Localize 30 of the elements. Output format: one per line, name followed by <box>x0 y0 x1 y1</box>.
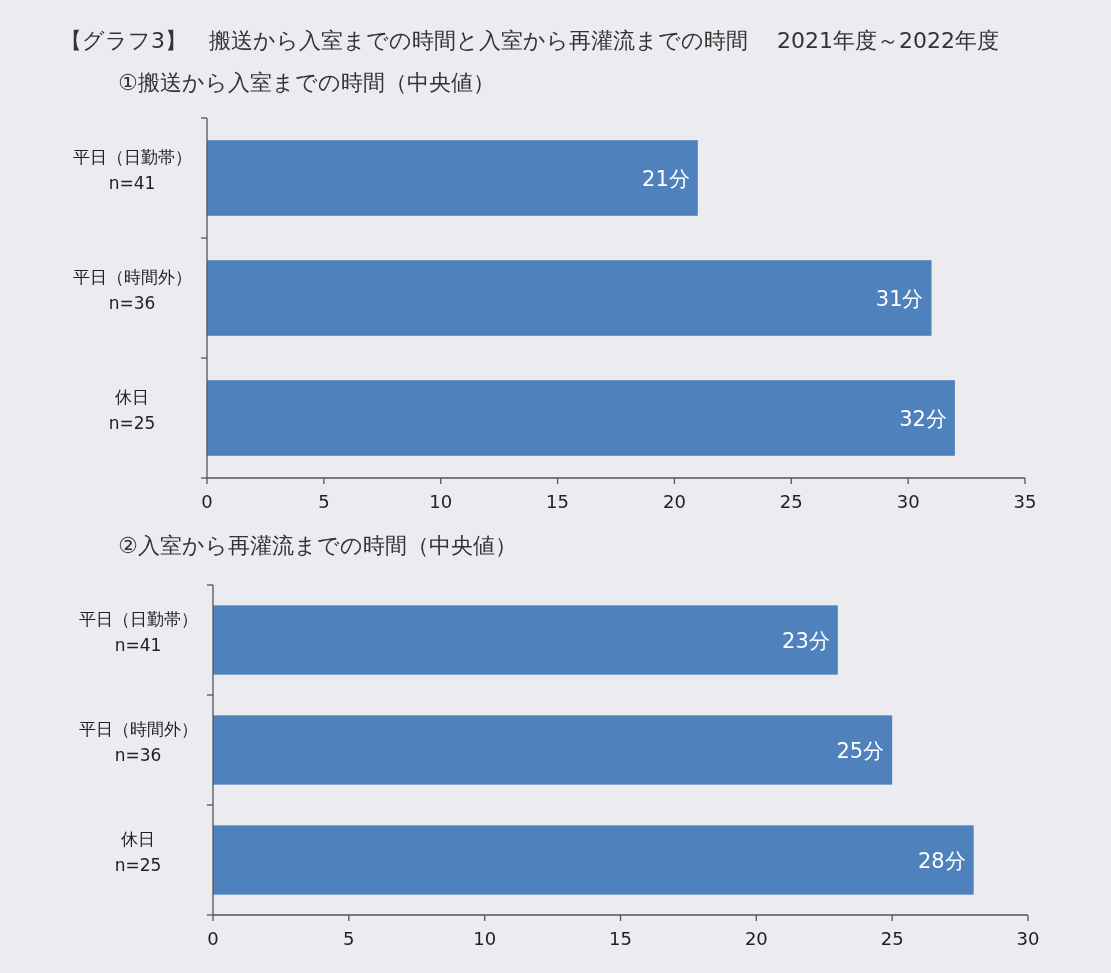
chart-subtitle: ①搬送から入室までの時間（中央値） <box>118 70 495 95</box>
data-label: 21分 <box>642 167 690 191</box>
x-tick-label: 0 <box>201 491 213 512</box>
chart-title: ②入室から再灌流までの時間（中央値） <box>118 533 517 558</box>
x-tick-label: 15 <box>546 491 570 512</box>
x-tick-label: 15 <box>609 928 632 949</box>
y-tick-label: 休日 n=25 <box>114 829 162 875</box>
x-tick-label: 5 <box>318 491 330 512</box>
x-tick-label: 5 <box>343 928 355 949</box>
y-tick-label: 平日（時間外） n=36 <box>78 719 198 765</box>
y-tick-label: 休日 n=25 <box>108 387 156 433</box>
data-label: 31分 <box>875 287 924 311</box>
x-tick-label: 30 <box>1016 928 1040 949</box>
x-tick-label: 35 <box>1013 491 1037 512</box>
y-tick-label: 平日（時間外） n=36 <box>72 267 192 313</box>
x-tick-label: 10 <box>429 491 453 512</box>
data-label: 23分 <box>782 629 830 653</box>
data-label: 28分 <box>917 849 966 873</box>
x-tick-label: 20 <box>662 491 686 512</box>
y-tick-label: 平日（日勤帯） n=41 <box>72 147 192 193</box>
x-tick-label: 10 <box>473 928 497 949</box>
x-tick-label: 30 <box>896 491 920 512</box>
x-tick-label: 0 <box>207 928 219 949</box>
y-tick-label: 平日（日勤帯） n=41 <box>78 609 198 655</box>
chart-title: 【グラフ3】 搬送から入室までの時間と入室から再灌流までの時間 2021年度～2022年度 <box>60 28 999 53</box>
data-label: 32分 <box>899 407 947 431</box>
x-tick-label: 20 <box>744 928 768 949</box>
x-tick-label: 25 <box>880 928 904 949</box>
x-tick-label: 25 <box>779 491 803 512</box>
data-label: 25分 <box>836 739 885 763</box>
